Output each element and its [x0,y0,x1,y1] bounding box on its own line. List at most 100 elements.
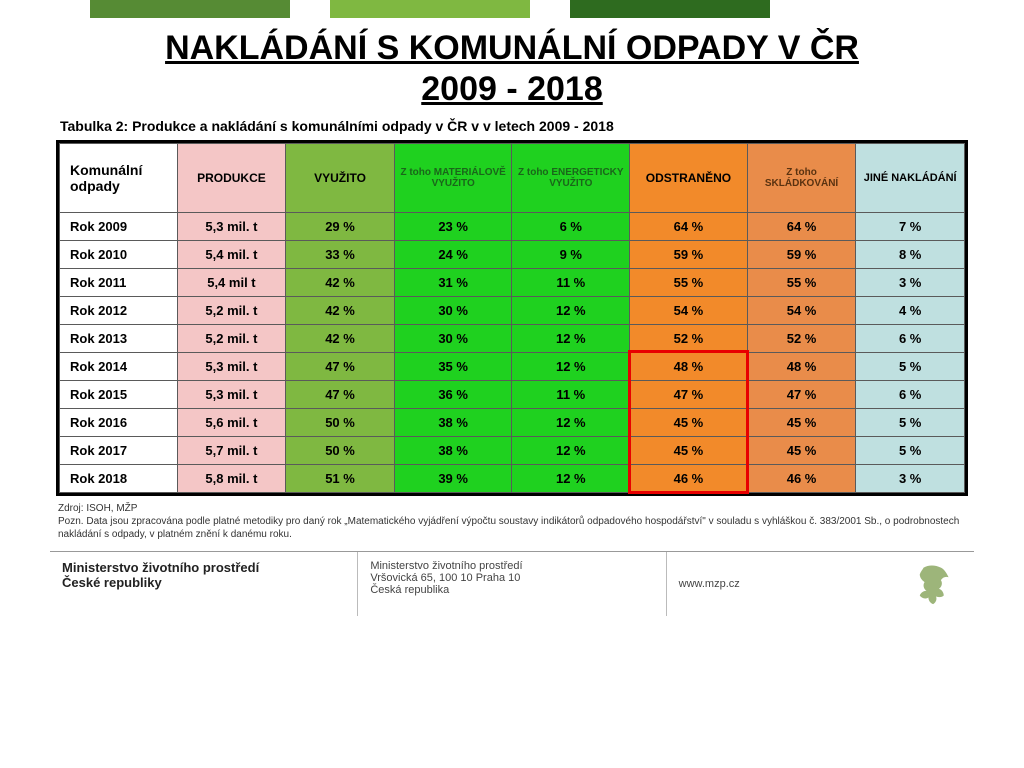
table-row: Rok 20155,3 mil. t47 %36 %11 %47 %47 %6 … [60,380,965,408]
table-cell: 45 % [630,436,748,464]
title-line-1: NAKLÁDÁNÍ S KOMUNÁLNÍ ODPADY V ČR [0,28,1024,69]
table-cell: 5,4 mil t [177,268,286,296]
footer-col1-line1: Ministerstvo životního prostředí [62,560,345,575]
table-cell: 6 % [856,324,965,352]
table-cell: 5,6 mil. t [177,408,286,436]
table-cell: 7 % [856,212,965,240]
footer: Ministerstvo životního prostředí České r… [50,551,974,616]
table-cell: Rok 2012 [60,296,178,324]
table-cell: 6 % [856,380,965,408]
source-line-2: Pozn. Data jsou zpracována podle platné … [58,515,966,541]
table-cell: 5 % [856,352,965,380]
table-cell: 47 % [630,380,748,408]
table-cell: 45 % [747,436,856,464]
table-cell: 5 % [856,436,965,464]
table-cell: 5,3 mil. t [177,380,286,408]
table-cell: 45 % [630,408,748,436]
header-bar [330,0,530,18]
lion-emblem-icon [914,560,962,608]
footer-col2-line3: Česká republika [370,584,653,596]
data-table-container: Komunální odpadyPRODUKCEVYUŽITOZ toho MA… [56,140,968,496]
table-cell: 42 % [286,324,395,352]
table-cell: 30 % [394,296,512,324]
table-row: Rok 20185,8 mil. t51 %39 %12 %46 %46 %3 … [60,464,965,492]
column-header: Z toho MATERIÁLOVĚ VYUŽITO [394,143,512,212]
table-cell: 42 % [286,268,395,296]
table-cell: 5,2 mil. t [177,324,286,352]
table-cell: 12 % [512,324,630,352]
table-cell: 64 % [630,212,748,240]
table-cell: 39 % [394,464,512,492]
table-cell: 24 % [394,240,512,268]
table-cell: 36 % [394,380,512,408]
table-cell: Rok 2016 [60,408,178,436]
table-cell: Rok 2010 [60,240,178,268]
table-cell: 4 % [856,296,965,324]
source-note: Zdroj: ISOH, MŽP Pozn. Data jsou zpracov… [58,502,966,541]
table-cell: Rok 2014 [60,352,178,380]
table-cell: 52 % [630,324,748,352]
table-cell: 38 % [394,408,512,436]
footer-col2-line2: Vršovická 65, 100 10 Praha 10 [370,572,653,584]
header-stripes [0,0,1024,18]
table-cell: 51 % [286,464,395,492]
table-cell: 8 % [856,240,965,268]
table-cell: 64 % [747,212,856,240]
header-row: Komunální odpadyPRODUKCEVYUŽITOZ toho MA… [60,143,965,212]
table-cell: 38 % [394,436,512,464]
table-cell: 5,3 mil. t [177,212,286,240]
table-cell: 42 % [286,296,395,324]
column-header: VYUŽITO [286,143,395,212]
table-cell: 12 % [512,436,630,464]
table-cell: 52 % [747,324,856,352]
table-cell: 55 % [747,268,856,296]
table-row: Rok 20095,3 mil. t29 %23 %6 %64 %64 %7 % [60,212,965,240]
column-header: PRODUKCE [177,143,286,212]
table-cell: 5,3 mil. t [177,352,286,380]
table-cell: 46 % [747,464,856,492]
table-row: Rok 20125,2 mil. t42 %30 %12 %54 %54 %4 … [60,296,965,324]
table-cell: 48 % [630,352,748,380]
table-cell: 47 % [286,380,395,408]
table-row: Rok 20115,4 mil t42 %31 %11 %55 %55 %3 % [60,268,965,296]
table-cell: 3 % [856,464,965,492]
table-cell: Rok 2009 [60,212,178,240]
footer-col2-line1: Ministerstvo životního prostředí [370,560,653,572]
table-cell: 5,8 mil. t [177,464,286,492]
table-cell: 12 % [512,296,630,324]
header-bar [90,0,290,18]
table-cell: 6 % [512,212,630,240]
table-cell: 12 % [512,464,630,492]
table-cell: 45 % [747,408,856,436]
table-row: Rok 20105,4 mil. t33 %24 %9 %59 %59 %8 % [60,240,965,268]
table-cell: 5,7 mil. t [177,436,286,464]
footer-col-1: Ministerstvo životního prostředí České r… [50,552,358,616]
footer-col-2: Ministerstvo životního prostředí Vršovic… [358,552,666,616]
table-cell: 12 % [512,408,630,436]
data-table: Komunální odpadyPRODUKCEVYUŽITOZ toho MA… [59,143,965,493]
table-caption: Tabulka 2: Produkce a nakládání s komuná… [60,118,964,134]
header-bar [570,0,770,18]
table-row: Rok 20175,7 mil. t50 %38 %12 %45 %45 %5 … [60,436,965,464]
table-cell: 50 % [286,436,395,464]
table-cell: Rok 2017 [60,436,178,464]
table-cell: 59 % [630,240,748,268]
table-cell: 47 % [747,380,856,408]
table-cell: 33 % [286,240,395,268]
table-cell: 55 % [630,268,748,296]
table-cell: 11 % [512,268,630,296]
table-cell: 54 % [630,296,748,324]
table-cell: Rok 2011 [60,268,178,296]
table-cell: Rok 2013 [60,324,178,352]
table-cell: 23 % [394,212,512,240]
table-cell: Rok 2015 [60,380,178,408]
table-cell: Rok 2018 [60,464,178,492]
table-cell: 3 % [856,268,965,296]
page-title: NAKLÁDÁNÍ S KOMUNÁLNÍ ODPADY V ČR 2009 -… [0,28,1024,110]
table-row: Rok 20165,6 mil. t50 %38 %12 %45 %45 %5 … [60,408,965,436]
table-cell: 5,2 mil. t [177,296,286,324]
table-cell: 35 % [394,352,512,380]
table-row: Rok 20145,3 mil. t47 %35 %12 %48 %48 %5 … [60,352,965,380]
table-cell: 54 % [747,296,856,324]
column-header: Komunální odpady [60,143,178,212]
